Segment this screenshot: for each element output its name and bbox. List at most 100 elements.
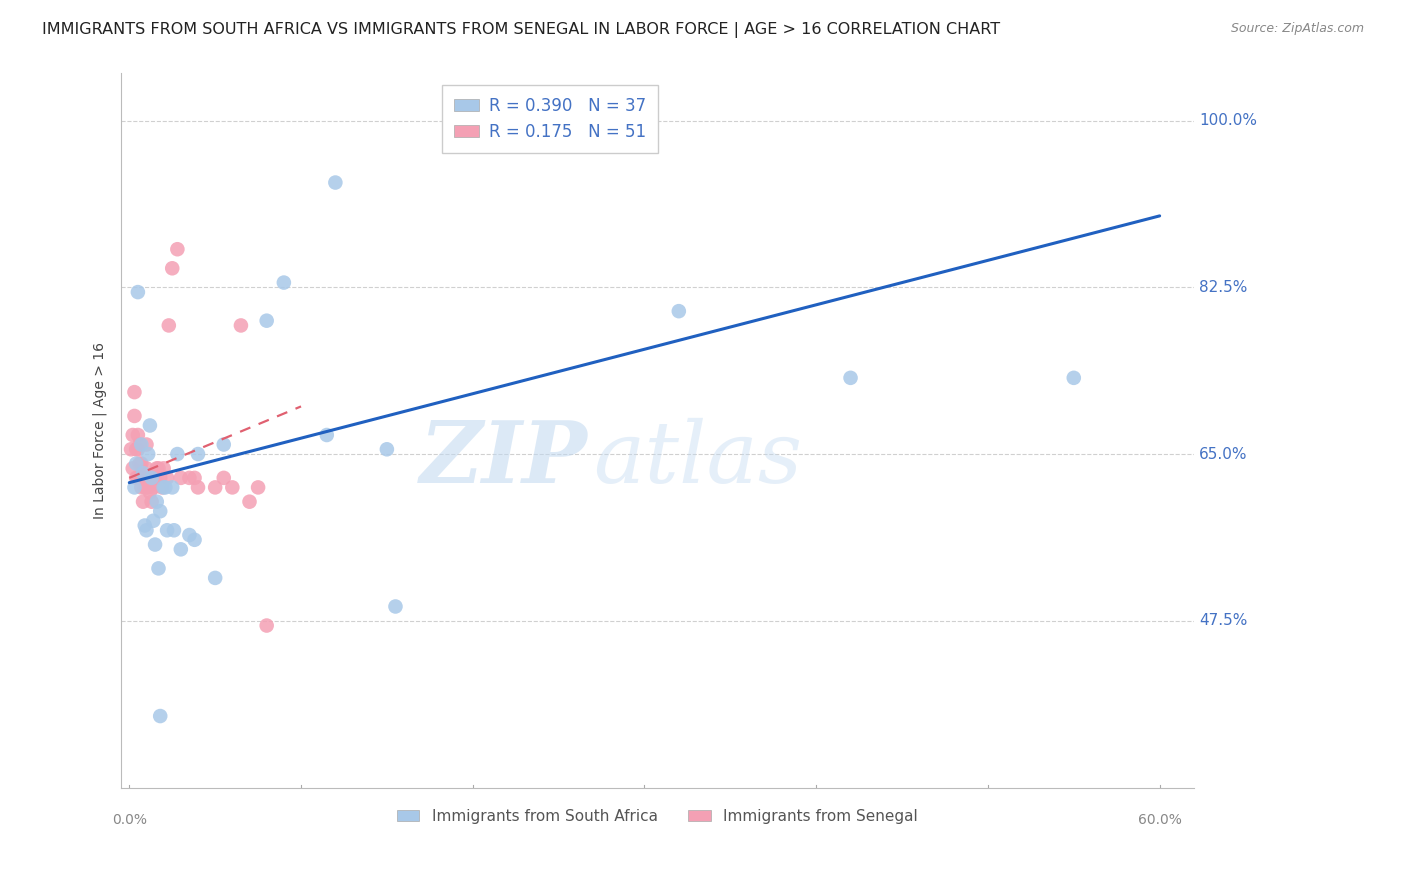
Text: atlas: atlas [593,417,801,500]
Text: 100.0%: 100.0% [1199,113,1257,128]
Point [128,457,150,471]
Point [204,480,226,494]
Point [150,480,173,494]
Point [136,471,159,485]
Text: 47.5%: 47.5% [1199,614,1247,628]
Point [179,471,201,485]
Point [166,242,188,256]
Point [148,461,170,475]
Point [142,514,165,528]
Point [142,480,165,494]
Point [127,471,149,485]
Point [273,276,295,290]
Point [135,437,157,451]
Point [143,537,166,551]
Point [136,447,159,461]
Point [149,471,172,485]
Point [121,428,143,442]
Point [121,461,143,475]
Point [325,176,347,190]
Point [124,480,146,494]
Point [149,709,172,723]
Legend: Immigrants from South Africa, Immigrants from Senegal: Immigrants from South Africa, Immigrants… [391,803,924,830]
Text: 0.0%: 0.0% [112,813,146,827]
Point [149,504,172,518]
Point [146,461,169,475]
Point [212,437,235,451]
Point [128,437,150,451]
Point [132,471,155,485]
Point [152,461,174,475]
Text: 65.0%: 65.0% [1199,447,1249,461]
Point [134,471,156,485]
Point [132,471,155,485]
Point [1063,371,1085,385]
Point [183,471,205,485]
Point [384,599,406,614]
Text: 60.0%: 60.0% [1137,813,1181,827]
Point [170,471,193,485]
Point [256,314,278,328]
Point [127,285,149,299]
Point [229,318,252,333]
Point [157,318,180,333]
Point [131,471,153,485]
Text: IMMIGRANTS FROM SOUTH AFRICA VS IMMIGRANTS FROM SENEGAL IN LABOR FORCE | AGE > 1: IMMIGRANTS FROM SOUTH AFRICA VS IMMIGRAN… [42,22,1000,38]
Point [124,385,146,400]
Point [124,409,146,423]
Point [120,442,142,457]
Point [135,523,157,537]
Point [204,571,226,585]
Text: ZIP: ZIP [420,417,588,500]
Point [141,471,163,485]
Point [839,371,862,385]
Point [668,304,690,318]
Point [127,442,149,457]
Point [136,480,159,494]
Point [156,523,179,537]
Point [135,461,157,475]
Point [212,471,235,485]
Point [131,480,153,494]
Point [146,494,169,508]
Point [163,523,186,537]
Point [179,528,201,542]
Point [132,466,155,480]
Point [221,480,243,494]
Point [141,494,163,508]
Point [315,428,337,442]
Point [375,442,398,457]
Text: Source: ZipAtlas.com: Source: ZipAtlas.com [1230,22,1364,36]
Point [247,480,270,494]
Point [134,518,156,533]
Point [125,457,148,471]
Point [187,447,209,461]
Point [238,494,260,508]
Point [125,442,148,457]
Point [135,480,157,494]
Point [152,480,174,494]
Point [143,471,166,485]
Point [183,533,205,547]
Point [155,480,177,494]
Point [162,261,184,276]
Point [132,494,155,508]
Point [131,457,153,471]
Point [139,418,162,433]
Text: 82.5%: 82.5% [1199,280,1247,295]
Point [170,542,193,557]
Point [134,480,156,494]
Point [139,485,162,500]
Point [127,428,149,442]
Point [125,471,148,485]
Point [128,471,150,485]
Point [166,447,188,461]
Y-axis label: In Labor Force | Age > 16: In Labor Force | Age > 16 [93,342,107,519]
Point [148,561,170,575]
Point [162,480,184,494]
Point [187,480,209,494]
Point [156,471,179,485]
Point [139,471,162,485]
Point [131,437,153,451]
Point [256,618,278,632]
